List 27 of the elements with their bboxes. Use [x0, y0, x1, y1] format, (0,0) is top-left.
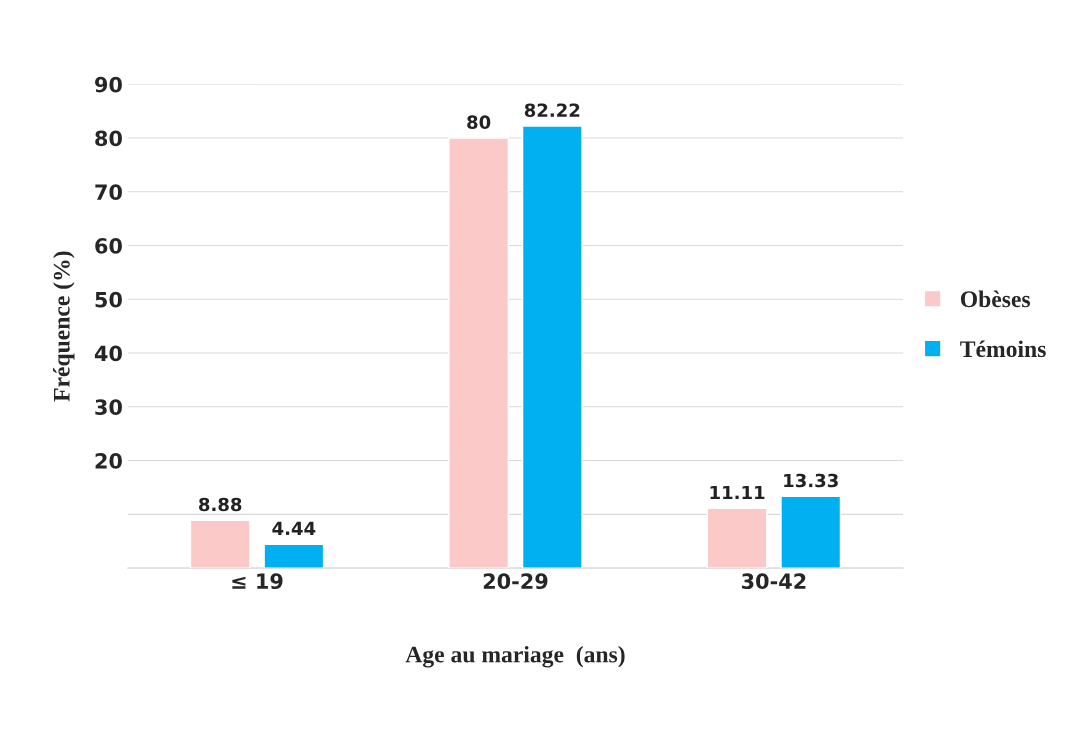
- y-tick-label: 70: [95, 184, 122, 201]
- bar: [263, 543, 325, 569]
- x-tick-label: 20-29: [483, 573, 548, 590]
- legend-label: Témoins: [960, 340, 1046, 358]
- data-label: 80: [467, 115, 491, 129]
- data-label: 11.11: [710, 485, 765, 500]
- data-label: 13.33: [784, 473, 838, 488]
- y-tick-label: 30: [95, 399, 122, 416]
- bar: [780, 495, 842, 569]
- bar: [448, 137, 510, 569]
- bar: [189, 519, 251, 569]
- y-tick-label: 40: [94, 345, 122, 362]
- x-axis-title: Age au mariage (ans): [405, 645, 625, 668]
- y-tick-label: 60: [95, 238, 122, 254]
- y-tick-label: 20: [95, 453, 122, 469]
- bar: [521, 125, 583, 569]
- data-label: 82.22: [524, 103, 580, 118]
- y-tick-label: 90: [95, 76, 122, 93]
- y-axis-title: Fréquence (%): [53, 251, 75, 402]
- bar: [706, 507, 768, 569]
- data-label: 8.88: [199, 497, 242, 512]
- legend-label: Obèses: [960, 290, 1031, 308]
- data-label: 4.44: [272, 521, 316, 535]
- y-tick-label: 50: [95, 291, 122, 308]
- x-tick-label: 30-42: [741, 573, 806, 590]
- x-tick-label: ≤ 19: [232, 573, 283, 590]
- y-tick-label: 80: [95, 130, 122, 147]
